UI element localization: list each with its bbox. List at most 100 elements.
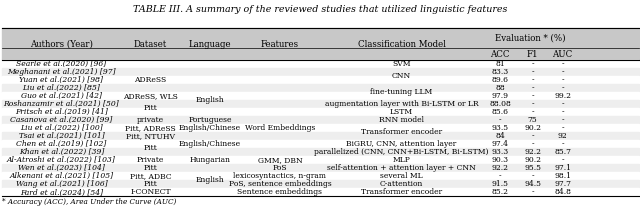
Text: 85.6: 85.6 — [492, 108, 509, 116]
Polygon shape — [2, 60, 639, 68]
Text: Meghanani et al.(2021) [97]: Meghanani et al.(2021) [97] — [7, 68, 116, 76]
Text: PoS, sentence embeddings: PoS, sentence embeddings — [228, 180, 332, 188]
Text: Sentence embeddings: Sentence embeddings — [237, 188, 323, 196]
Text: C-attention: C-attention — [380, 180, 423, 188]
Text: Pitt, NTUHV: Pitt, NTUHV — [126, 132, 175, 140]
Polygon shape — [2, 132, 639, 140]
Text: -: - — [531, 188, 534, 196]
Text: parallelized (CNN, CNN+Bi-LSTM, Bi-LSTM): parallelized (CNN, CNN+Bi-LSTM, Bi-LSTM) — [314, 148, 489, 156]
Text: PoS: PoS — [273, 164, 287, 172]
Text: TABLE III. A summary of the reviewed studies that utilized linguistic features: TABLE III. A summary of the reviewed stu… — [133, 5, 507, 14]
Text: -: - — [561, 124, 564, 132]
Text: * Accuracy (ACC), Area Under the Curve (AUC): * Accuracy (ACC), Area Under the Curve (… — [2, 198, 176, 206]
Text: 85.7: 85.7 — [554, 148, 571, 156]
Text: Pitt: Pitt — [144, 144, 157, 152]
Text: Roshanzamir et al.(2021) [50]: Roshanzamir et al.(2021) [50] — [4, 100, 119, 108]
Polygon shape — [2, 28, 639, 60]
Text: ACC: ACC — [490, 50, 510, 59]
Text: 84: 84 — [495, 132, 505, 140]
Text: 99.2: 99.2 — [554, 92, 571, 100]
Text: -: - — [531, 92, 534, 100]
Text: 89.6: 89.6 — [492, 76, 509, 84]
Text: Yuan et al.(2021) [98]: Yuan et al.(2021) [98] — [19, 76, 104, 84]
Text: Pitt, ADBC: Pitt, ADBC — [130, 172, 172, 180]
Text: Alkenani et al.(2021) [105]: Alkenani et al.(2021) [105] — [10, 172, 113, 180]
Text: 98.1: 98.1 — [554, 172, 571, 180]
Text: 92: 92 — [557, 132, 568, 140]
Text: English/Chinese: English/Chinese — [179, 124, 241, 132]
Text: -: - — [531, 108, 534, 116]
Text: Guo et al.(2021) [42]: Guo et al.(2021) [42] — [21, 92, 102, 100]
Text: 97.9: 97.9 — [492, 92, 509, 100]
Text: Private: Private — [137, 156, 164, 164]
Text: Authors (Year): Authors (Year) — [30, 40, 93, 49]
Polygon shape — [2, 124, 639, 132]
Text: lexicosyntactics, n-gram: lexicosyntactics, n-gram — [234, 172, 326, 180]
Polygon shape — [2, 164, 639, 172]
Text: MLP: MLP — [392, 156, 410, 164]
Text: RNN model: RNN model — [379, 116, 424, 124]
Text: private: private — [137, 116, 164, 124]
Text: 90.2: 90.2 — [524, 156, 541, 164]
Text: F1: F1 — [527, 50, 538, 59]
Text: -: - — [561, 108, 564, 116]
Text: Transformer encoder: Transformer encoder — [361, 128, 442, 136]
Text: -: - — [499, 116, 502, 124]
Polygon shape — [2, 108, 639, 116]
Text: -: - — [561, 60, 564, 68]
Text: 88: 88 — [495, 84, 505, 92]
Text: 85.2: 85.2 — [492, 188, 509, 196]
Polygon shape — [2, 116, 639, 124]
Text: Khan et al.(2022) [39]: Khan et al.(2022) [39] — [19, 148, 104, 156]
Text: Word Embeddings: Word Embeddings — [244, 124, 315, 132]
Text: 92.2: 92.2 — [492, 164, 509, 172]
Text: self-attention + attention layer + CNN: self-attention + attention layer + CNN — [327, 164, 476, 172]
Text: 93.3: 93.3 — [492, 148, 509, 156]
Text: 97.1: 97.1 — [554, 164, 571, 172]
Polygon shape — [2, 92, 639, 100]
Polygon shape — [2, 172, 639, 180]
Text: Fritsch et al.(2019) [41]: Fritsch et al.(2019) [41] — [15, 108, 108, 116]
Text: -: - — [561, 84, 564, 92]
Polygon shape — [2, 188, 639, 196]
Text: -: - — [531, 84, 534, 92]
Text: -: - — [561, 140, 564, 148]
Text: Language: Language — [189, 40, 231, 49]
Text: 94.5: 94.5 — [524, 180, 541, 188]
Text: Wang et al.(2021) [106]: Wang et al.(2021) [106] — [15, 180, 108, 188]
Text: Pitt: Pitt — [144, 164, 157, 172]
Text: 75: 75 — [528, 116, 538, 124]
Text: fine-tuning LLM: fine-tuning LLM — [371, 88, 433, 96]
Polygon shape — [2, 156, 639, 164]
Text: Pitt: Pitt — [144, 180, 157, 188]
Text: Dataset: Dataset — [134, 40, 167, 49]
Polygon shape — [2, 140, 639, 148]
Text: English: English — [195, 96, 224, 104]
Text: 93.5: 93.5 — [492, 124, 509, 132]
Text: several ML: several ML — [380, 172, 423, 180]
Polygon shape — [2, 84, 639, 92]
Text: 90.3: 90.3 — [492, 156, 509, 164]
Text: 95.5: 95.5 — [524, 164, 541, 172]
Text: -: - — [531, 60, 534, 68]
Text: ADReSS, WLS: ADReSS, WLS — [123, 92, 178, 100]
Text: 97.4: 97.4 — [492, 140, 509, 148]
Polygon shape — [2, 68, 639, 76]
Text: -: - — [561, 116, 564, 124]
Text: 97.7: 97.7 — [554, 180, 571, 188]
Text: 90.2: 90.2 — [524, 124, 541, 132]
Text: Searle et al.(2020) [96]: Searle et al.(2020) [96] — [17, 60, 107, 68]
Text: LSTM: LSTM — [390, 108, 413, 116]
Text: Features: Features — [261, 40, 299, 49]
Text: Casanova et al.(2020) [99]: Casanova et al.(2020) [99] — [10, 116, 113, 124]
Text: Transformer encoder: Transformer encoder — [361, 188, 442, 196]
Text: augmentation layer with Bi-LSTM or LR: augmentation layer with Bi-LSTM or LR — [324, 100, 478, 108]
Text: GMM, DBN: GMM, DBN — [257, 156, 302, 164]
Text: Liu et al.(2022) [100]: Liu et al.(2022) [100] — [20, 124, 103, 132]
Text: Al-Atroshi et al.(2022) [103]: Al-Atroshi et al.(2022) [103] — [7, 156, 116, 164]
Text: -: - — [561, 76, 564, 84]
Text: 83.3: 83.3 — [492, 68, 509, 76]
Text: Fard et al.(2024) [54]: Fard et al.(2024) [54] — [20, 188, 103, 196]
Text: Hungarian: Hungarian — [189, 156, 230, 164]
Text: Liu et al.(2022) [85]: Liu et al.(2022) [85] — [22, 84, 100, 92]
